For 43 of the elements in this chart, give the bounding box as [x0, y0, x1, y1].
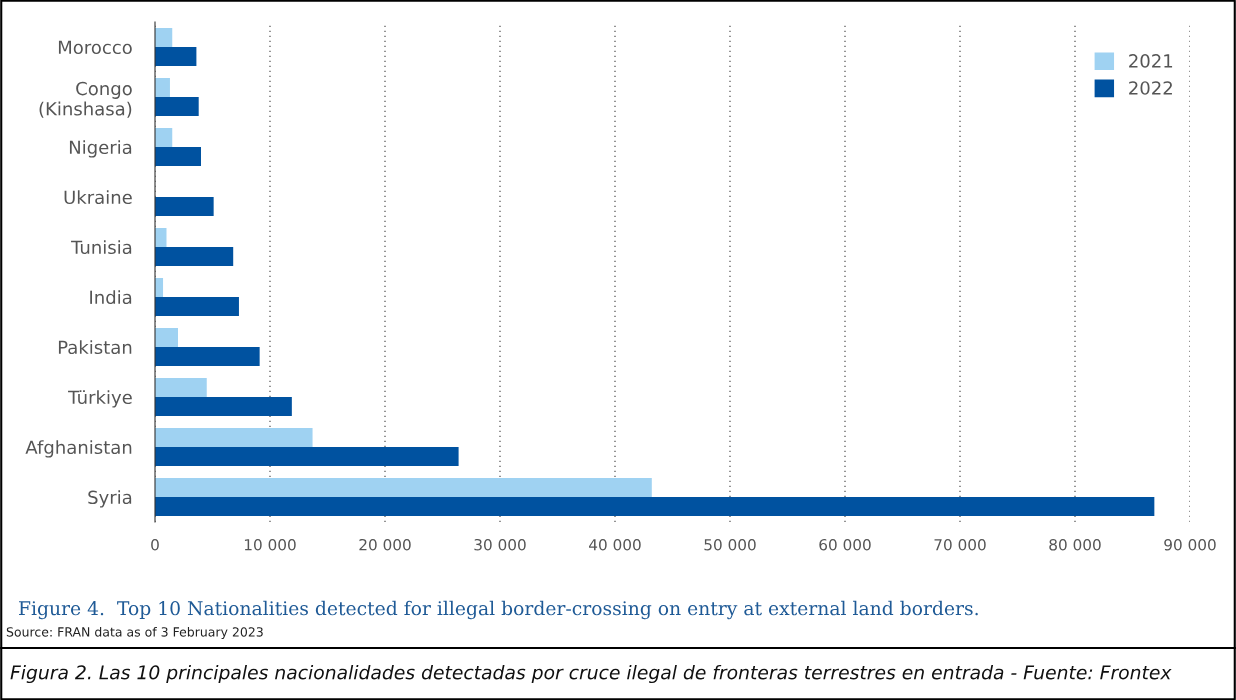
bar — [155, 28, 173, 47]
bar — [155, 197, 214, 216]
y-tick-label: Ukraine — [64, 190, 132, 205]
y-tick-label: Pakistan — [58, 340, 132, 355]
bar — [155, 228, 167, 247]
bar — [155, 497, 1155, 516]
bar — [155, 297, 239, 316]
source-note: Source: FRAN data as of 3 February 2023 — [6, 626, 263, 640]
y-tick-label: India — [90, 290, 132, 305]
bar — [155, 447, 459, 466]
text: Figura 2. Las 10 principales nacionalidades detectadas por cruce ilegal de fronteras terrestres en entrada - Fuente: Frontex — [10, 664, 1172, 684]
x-tick-label: 90 000 — [1164, 538, 1216, 551]
y-tick-label: Nigeria — [69, 140, 132, 158]
y-tick-label: Tunisia — [71, 240, 132, 255]
x-tick-label: 70 000 — [934, 538, 986, 551]
bar — [155, 147, 201, 166]
bar — [155, 128, 173, 147]
bar — [155, 397, 292, 416]
y-tick-label: Congo (Kinshasa) — [39, 81, 132, 118]
y-tick-label: Türkiye — [68, 390, 132, 408]
bar — [155, 47, 197, 66]
x-tick-label: 0 — [151, 538, 159, 551]
bar — [155, 478, 652, 497]
x-tick-label: 30 000 — [474, 538, 526, 551]
legend-label: 2021 — [1129, 54, 1173, 68]
bar — [155, 247, 234, 266]
bar — [155, 78, 170, 97]
bar — [155, 378, 207, 397]
bar — [155, 347, 260, 366]
x-tick-label: 80 000 — [1049, 538, 1101, 551]
x-tick-label: 50 000 — [704, 538, 756, 551]
x-tick-label: 10 000 — [244, 538, 296, 551]
y-tick-label: Syria — [88, 490, 132, 508]
x-tick-label: 40 000 — [589, 538, 641, 551]
bar — [155, 428, 313, 447]
bar — [155, 97, 199, 116]
legend-label: 2022 — [1129, 81, 1172, 95]
text: Figure 4. Top 10 Nationalities detected for illegal border-crossing on entry at external land borders. — [19, 600, 978, 620]
x-tick-label: 60 000 — [819, 538, 871, 551]
bar — [155, 328, 178, 347]
y-tick-label: Afghanistan — [25, 440, 132, 458]
y-tick-label: Morocco — [58, 40, 132, 55]
x-tick-label: 20 000 — [359, 538, 411, 551]
